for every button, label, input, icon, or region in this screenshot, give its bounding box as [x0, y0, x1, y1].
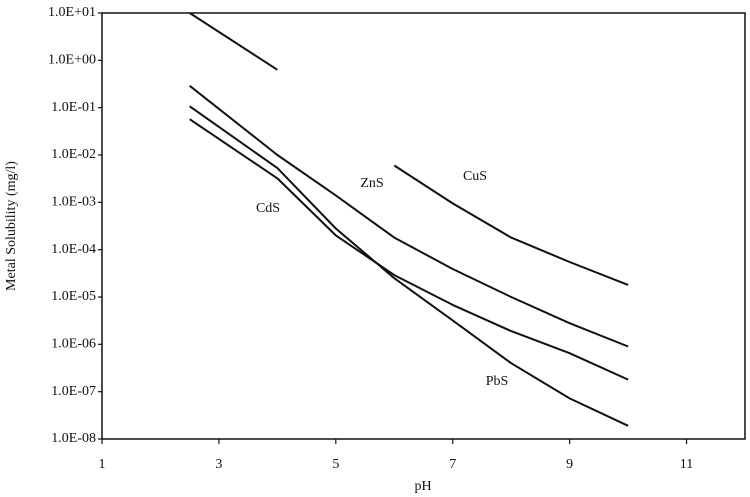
y-tick-label: 1.0E-07 [51, 384, 96, 399]
x-tick-label: 3 [215, 457, 222, 472]
y-tick-label: 1.0E-05 [51, 289, 96, 304]
y-tick-label: 1.0E-02 [51, 147, 96, 162]
y-axis-label: Metal Solubility (mg/l) [4, 161, 19, 291]
y-tick-label: 1.0E-03 [51, 195, 96, 210]
series-label: CdS [256, 201, 280, 216]
y-tick-label: 1.0E+01 [48, 5, 96, 20]
x-tick-label: 9 [566, 457, 573, 472]
y-tick-label: 1.0E-01 [51, 100, 96, 115]
plot-frame [101, 12, 746, 440]
x-tick-label: 5 [332, 457, 339, 472]
y-tick-label: 1.0E-06 [51, 337, 96, 352]
x-axis-label: pH [414, 479, 431, 494]
x-tick-label: 7 [449, 457, 456, 472]
series-label: PbS [486, 374, 509, 389]
y-tick-label: 1.0E+00 [48, 53, 96, 68]
y-tick-label: 1.0E-04 [51, 242, 96, 257]
x-tick-label: 11 [680, 457, 693, 472]
series-line [189, 105, 629, 427]
series-line [189, 85, 629, 348]
x-tick-label: 1 [99, 457, 106, 472]
series-label: ZnS [360, 176, 383, 191]
series-label: CuS [463, 169, 487, 184]
y-tick-label: 1.0E-08 [51, 431, 96, 446]
series-line [189, 12, 629, 286]
series-line [189, 118, 629, 381]
